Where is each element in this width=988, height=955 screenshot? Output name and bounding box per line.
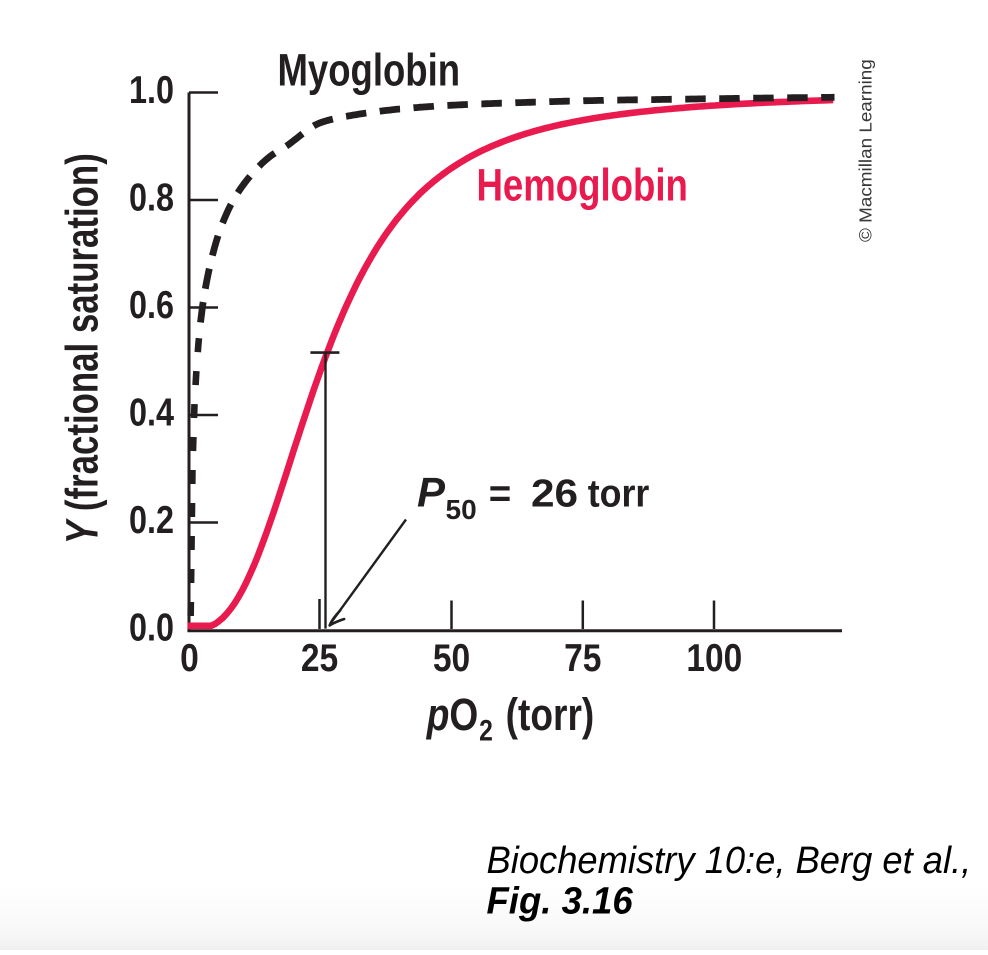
- svg-text:torr: torr: [588, 471, 650, 514]
- svg-text:Hemoglobin: Hemoglobin: [477, 160, 688, 210]
- svg-text:75: 75: [564, 636, 601, 680]
- svg-text:100: 100: [686, 636, 742, 680]
- svg-text:pO2 (torr): pO2 (torr): [426, 690, 595, 747]
- svg-text:0: 0: [180, 636, 199, 680]
- svg-text:0.6: 0.6: [129, 283, 174, 326]
- svg-text:0.4: 0.4: [129, 391, 174, 434]
- svg-text:25: 25: [301, 636, 338, 680]
- svg-text:1.0: 1.0: [129, 68, 174, 111]
- svg-text:Y (fractional saturation): Y (fractional saturation): [56, 153, 108, 544]
- svg-text:50: 50: [446, 494, 477, 525]
- svg-text:0.0: 0.0: [129, 606, 174, 649]
- svg-text:0.8: 0.8: [129, 176, 174, 219]
- svg-text:=: =: [489, 473, 511, 516]
- svg-text:Biochemistry 10:e, Berg et al.: Biochemistry 10:e, Berg et al.,: [487, 838, 972, 881]
- svg-text:© Macmillan Learning: © Macmillan Learning: [856, 59, 875, 242]
- svg-text:Fig. 3.16: Fig. 3.16: [487, 879, 633, 922]
- svg-text:P: P: [417, 469, 446, 516]
- svg-text:Myoglobin: Myoglobin: [278, 45, 461, 96]
- svg-text:0.2: 0.2: [129, 498, 174, 541]
- svg-text:26: 26: [531, 471, 578, 515]
- svg-text:50: 50: [433, 636, 470, 680]
